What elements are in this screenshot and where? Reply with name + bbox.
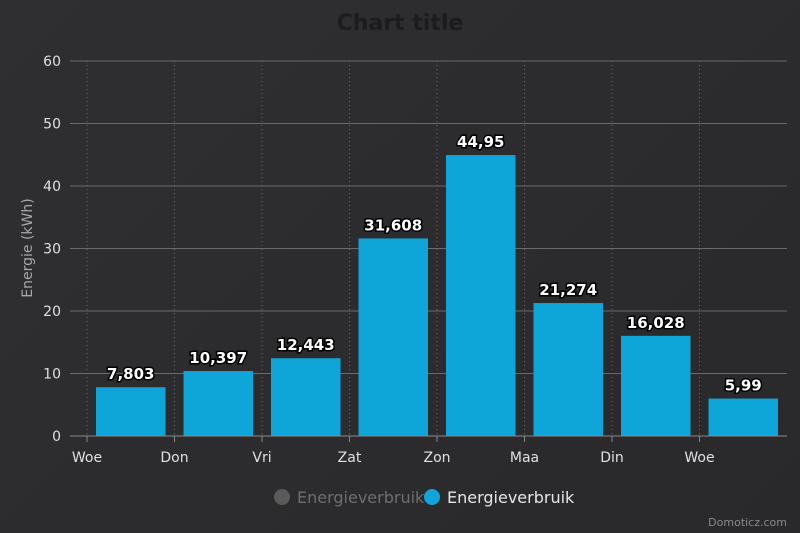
y-tick-label: 20 bbox=[43, 304, 61, 320]
y-axis-title: Energie (kWh) bbox=[20, 198, 36, 297]
legend-marker[interactable] bbox=[424, 489, 440, 505]
y-axis: 0 10 20 30 40 50 60 bbox=[43, 54, 61, 445]
bar[interactable] bbox=[708, 398, 779, 436]
bar[interactable] bbox=[96, 387, 166, 436]
x-tick-label: Din bbox=[600, 450, 624, 466]
y-tick-label: 0 bbox=[52, 429, 61, 445]
x-tick-label: Don bbox=[160, 450, 188, 466]
bar-value-label: 5,99 bbox=[725, 377, 762, 395]
bar-value-label: 44,95 bbox=[457, 133, 504, 151]
bar-value-label: 7,803 bbox=[107, 365, 154, 383]
chart-title: Chart title bbox=[337, 11, 464, 36]
x-tick-label: Woe bbox=[684, 450, 714, 466]
bar-value-label: 16,028 bbox=[627, 314, 685, 332]
bar[interactable] bbox=[358, 238, 429, 436]
bars bbox=[96, 155, 778, 436]
bar-value-label: 10,397 bbox=[189, 349, 247, 367]
legend: Energieverbruik Energieverbruik bbox=[274, 488, 575, 507]
bar-value-label: 12,443 bbox=[277, 336, 335, 354]
bar[interactable] bbox=[271, 358, 341, 436]
bar[interactable] bbox=[446, 155, 516, 436]
y-tick-label: 60 bbox=[43, 54, 61, 70]
bar-value-label: 21,274 bbox=[539, 281, 597, 299]
bar-value-label: 31,608 bbox=[364, 216, 422, 234]
legend-item-label[interactable]: Energieverbruik bbox=[447, 488, 575, 507]
y-tick-label: 50 bbox=[43, 117, 61, 133]
y-tick-label: 30 bbox=[43, 242, 61, 258]
x-tick-label: Vri bbox=[252, 450, 271, 466]
bar[interactable] bbox=[183, 371, 254, 436]
x-tick-label: Zat bbox=[338, 450, 362, 466]
x-tick-label: Zon bbox=[423, 450, 450, 466]
legend-item-label[interactable]: Energieverbruik bbox=[297, 488, 425, 507]
x-tick-label: Maa bbox=[510, 450, 539, 466]
x-tick-label: Woe bbox=[72, 450, 102, 466]
bar[interactable] bbox=[621, 335, 691, 436]
legend-marker[interactable] bbox=[274, 489, 290, 505]
credit-link[interactable]: Domoticz.com bbox=[708, 516, 787, 529]
x-axis: Woe Don Vri Zat Zon Maa Din Woe bbox=[70, 435, 787, 466]
data-labels: 7,803 10,397 12,443 31,608 44,95 21,274 16,028… bbox=[106, 132, 764, 397]
bar[interactable] bbox=[533, 303, 604, 436]
y-tick-label: 40 bbox=[43, 179, 61, 195]
y-tick-label: 10 bbox=[43, 367, 61, 383]
